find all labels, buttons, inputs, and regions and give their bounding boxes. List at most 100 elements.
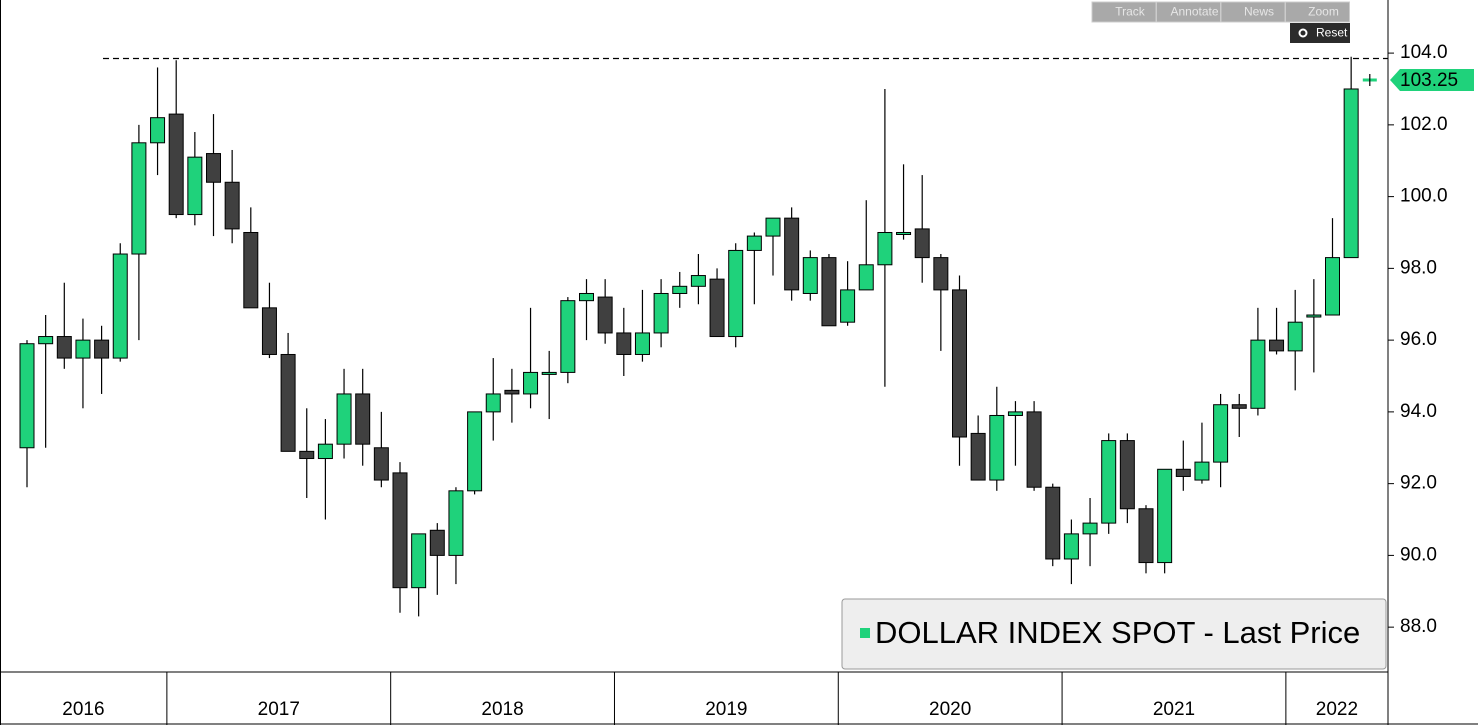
candle-body	[150, 117, 166, 144]
candle-body	[131, 142, 147, 255]
candle-body	[541, 371, 557, 375]
candle-body	[1157, 468, 1173, 564]
y-tick-label: 88.0	[1400, 616, 1437, 637]
candle-body	[168, 113, 184, 216]
candle-body	[1082, 522, 1098, 535]
x-tick-label: 2019	[705, 699, 747, 720]
y-tick-label: 92.0	[1400, 473, 1437, 494]
candle-body	[1063, 533, 1079, 560]
candle-body	[261, 307, 277, 355]
candle-body	[1231, 404, 1247, 409]
candle-body	[75, 339, 91, 359]
candle-body	[616, 332, 632, 355]
toolbar-label: Annotate	[1170, 5, 1218, 19]
last-price-label: 103.25	[1400, 70, 1458, 91]
toolbar-label: Track	[1115, 5, 1146, 19]
candle-body	[579, 292, 594, 302]
candle-body	[1045, 486, 1061, 560]
candle-body	[933, 257, 949, 291]
y-tick-label: 102.0	[1400, 114, 1448, 135]
candle-body	[1026, 411, 1042, 488]
candle-body	[373, 447, 389, 481]
candle-body	[94, 339, 110, 359]
candle-body	[1343, 88, 1359, 259]
legend-label: DOLLAR INDEX SPOT - Last Price	[875, 615, 1360, 650]
candle-body	[821, 257, 837, 327]
candle-body	[914, 228, 930, 259]
x-tick-label: 2018	[481, 699, 523, 720]
reset-button[interactable]	[1290, 23, 1350, 43]
y-tick-label: 96.0	[1400, 329, 1437, 350]
candle-body	[467, 411, 483, 492]
candle-body	[112, 253, 128, 359]
x-tick-label: 2021	[1153, 699, 1195, 720]
y-tick-label: 98.0	[1400, 257, 1437, 278]
x-tick-label: 2022	[1316, 699, 1358, 720]
y-tick-label: 100.0	[1400, 186, 1448, 207]
candle-body	[989, 414, 1005, 481]
candle-body	[597, 296, 613, 334]
reset-label: Reset	[1316, 26, 1348, 40]
candle-body	[746, 235, 762, 251]
candle-body	[187, 156, 203, 216]
candle-body	[765, 217, 781, 237]
candle-body	[336, 393, 352, 445]
legend-box	[841, 598, 1387, 670]
candle-body	[206, 153, 221, 183]
candle-body	[896, 231, 912, 235]
candle-body	[970, 432, 986, 481]
candle-body	[448, 490, 464, 556]
toolbar-label: News	[1244, 5, 1274, 19]
candle-body	[392, 472, 408, 589]
candle-body	[1306, 314, 1322, 318]
candle-body	[224, 181, 240, 230]
y-tick-label: 90.0	[1400, 544, 1437, 565]
candle-body	[280, 353, 296, 452]
candle-body	[672, 285, 688, 294]
toolbar-button[interactable]	[1285, 1, 1350, 23]
candle-body	[877, 231, 893, 266]
candle-body	[709, 278, 725, 338]
candle-body	[560, 300, 576, 373]
candle-body	[802, 257, 818, 294]
last-price-tag	[1390, 69, 1474, 92]
candle-body	[19, 343, 35, 449]
candle-body	[858, 264, 874, 291]
candle-body	[952, 289, 967, 438]
candle-body	[485, 393, 501, 413]
candle-body	[1007, 411, 1023, 416]
candle-body	[1101, 440, 1117, 524]
candle-body	[1325, 257, 1340, 316]
candle-body	[429, 529, 445, 556]
candle-body	[299, 450, 315, 460]
candle-body	[38, 336, 54, 345]
candle-body	[728, 249, 744, 338]
candle-body	[1175, 468, 1191, 477]
candle-body	[523, 371, 539, 395]
x-tick-label: 2016	[62, 699, 104, 720]
candle-body	[1213, 404, 1229, 463]
legend-swatch	[860, 628, 870, 638]
candle-body	[653, 292, 669, 334]
candle-body	[317, 443, 333, 460]
candle-body	[355, 393, 371, 445]
candle-body	[634, 332, 650, 355]
candle-body	[1138, 508, 1154, 564]
y-tick-label: 104.0	[1400, 42, 1448, 63]
toolbar-label: Zoom	[1308, 5, 1339, 19]
candle-body	[840, 289, 856, 323]
candle-body	[784, 217, 800, 291]
y-tick-label: 94.0	[1400, 401, 1437, 422]
reset-icon	[1298, 28, 1308, 38]
candle-body	[1194, 461, 1210, 481]
x-tick-label: 2020	[929, 699, 971, 720]
candle-body	[411, 533, 427, 589]
candle-body	[1269, 339, 1285, 352]
candle-body	[56, 336, 72, 359]
candle-body	[1287, 321, 1303, 352]
candle-body	[243, 231, 259, 309]
x-tick-label: 2017	[258, 699, 300, 720]
candle-body	[1250, 339, 1266, 409]
candle-body	[504, 389, 520, 395]
